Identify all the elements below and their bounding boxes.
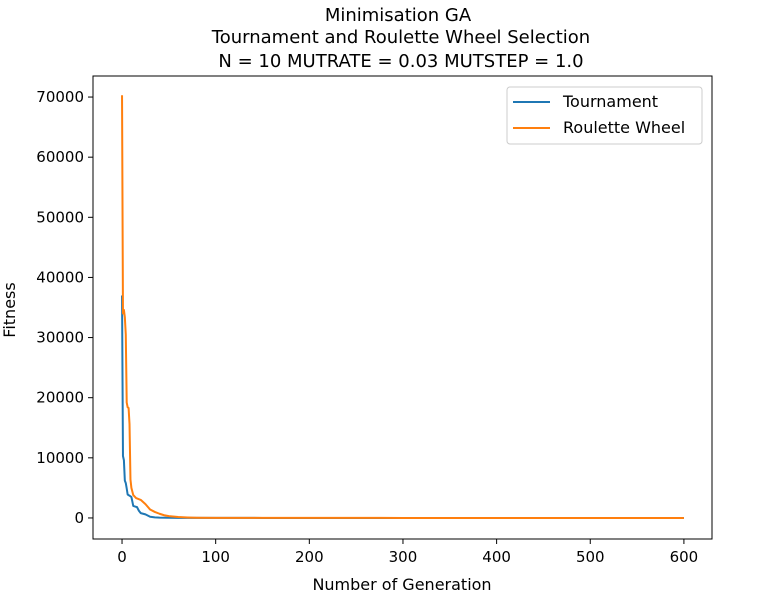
y-axis-label: Fitness bbox=[0, 282, 19, 337]
chart-title-line-1: Minimisation GA bbox=[325, 5, 472, 26]
series-line-tournament bbox=[121, 295, 684, 519]
x-tick-label: 300 bbox=[389, 548, 418, 566]
y-tick-label: 40000 bbox=[36, 268, 84, 286]
y-tick-label: 20000 bbox=[36, 389, 84, 407]
legend-label-roulette-wheel: Roulette Wheel bbox=[563, 118, 685, 137]
y-tick-label: 0 bbox=[74, 509, 84, 527]
series-line-roulette-wheel bbox=[121, 95, 684, 519]
y-tick-label: 60000 bbox=[36, 148, 84, 166]
x-axis: 0 100 200 300 400 500 600 bbox=[117, 539, 698, 566]
axes-frame bbox=[92, 75, 713, 540]
legend: Tournament Roulette Wheel bbox=[506, 86, 703, 145]
y-tick-label: 50000 bbox=[36, 208, 84, 226]
plot-area bbox=[121, 95, 684, 519]
x-tick-label: 100 bbox=[201, 548, 230, 566]
x-tick-label: 400 bbox=[482, 548, 511, 566]
y-tick-label: 70000 bbox=[36, 88, 84, 106]
chart-title-line-3: N = 10 MUTRATE = 0.03 MUTSTEP = 1.0 bbox=[218, 51, 583, 72]
x-tick-label: 200 bbox=[295, 548, 324, 566]
x-axis-label: Number of Generation bbox=[312, 575, 491, 594]
legend-box bbox=[506, 86, 703, 145]
y-axis: 0 10000 20000 30000 40000 50000 60000 70000 bbox=[36, 88, 93, 527]
x-tick-label: 500 bbox=[576, 548, 605, 566]
y-tick-label: 10000 bbox=[36, 449, 84, 467]
legend-label-tournament: Tournament bbox=[562, 92, 658, 111]
chart-title-line-2: Tournament and Roulette Wheel Selection bbox=[211, 27, 590, 48]
x-tick-label: 600 bbox=[670, 548, 699, 566]
x-tick-label: 0 bbox=[117, 548, 127, 566]
y-tick-label: 30000 bbox=[36, 329, 84, 347]
